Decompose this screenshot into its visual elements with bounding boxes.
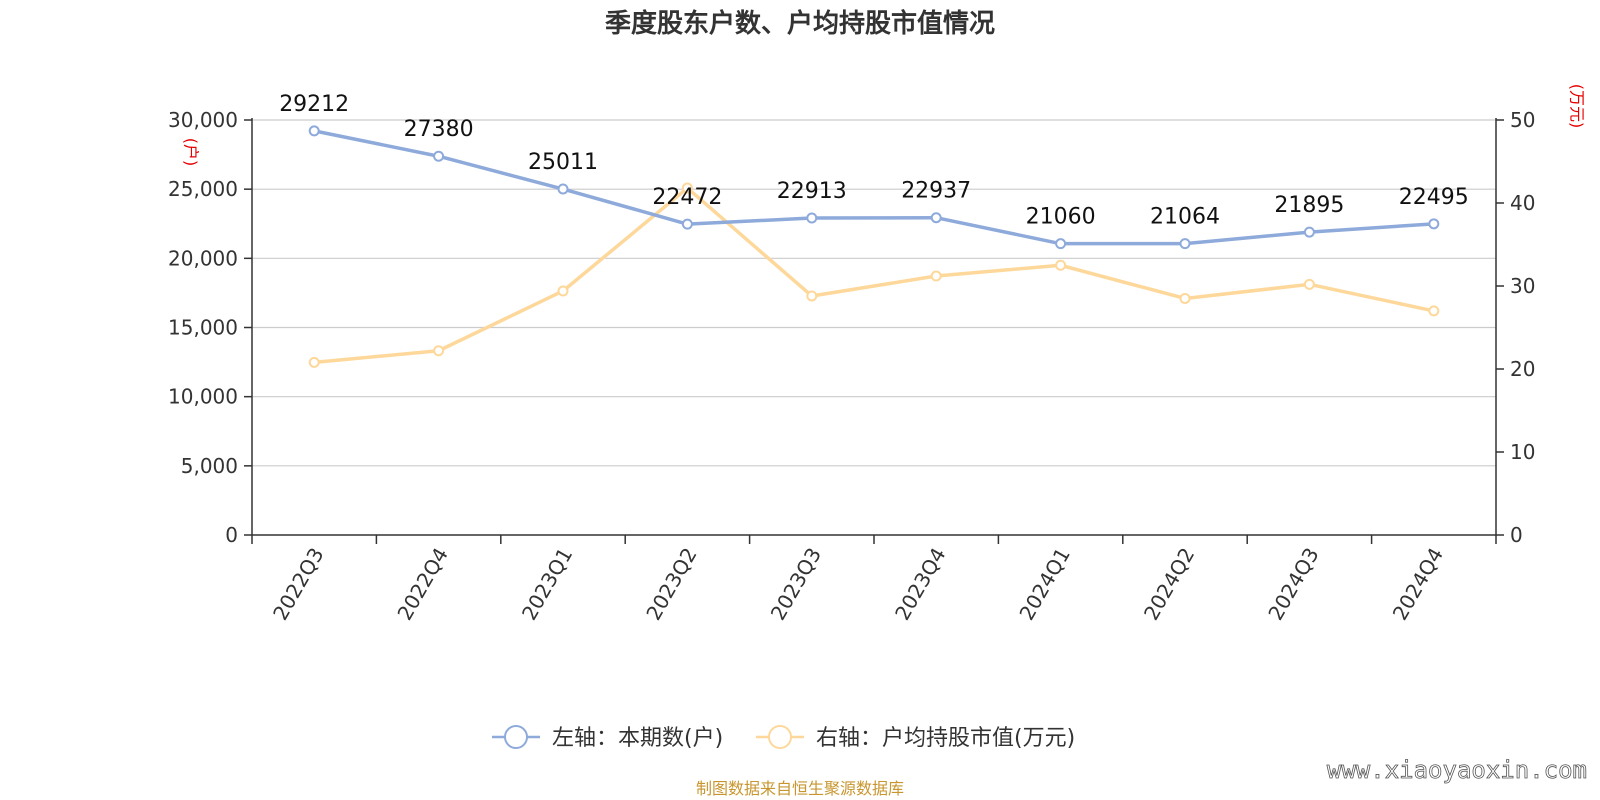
shareholder-count-point: [308, 125, 320, 137]
data-label: 22472: [652, 185, 722, 210]
watermark: www.xiaoyaoxin.com: [1327, 756, 1587, 784]
x-tick-label: 2023Q2: [641, 544, 701, 625]
shareholder-count-point: [1179, 238, 1191, 250]
shareholder-count-point: [681, 218, 693, 230]
left-tick-label: 10,000: [168, 385, 238, 409]
right-tick-label: 40: [1510, 191, 1535, 215]
left-tick-label: 30,000: [168, 108, 238, 132]
data-label: 22937: [901, 179, 971, 204]
data-label: 29212: [279, 92, 349, 117]
shareholder-count-point: [433, 150, 445, 162]
right-axis-ticks: 0 10 20 30 40 50: [1496, 108, 1535, 547]
right-tick-label: 30: [1510, 274, 1535, 298]
right-tick-label: 20: [1510, 357, 1535, 381]
right-tick-label: 0: [1510, 523, 1523, 547]
series-avg-holding-value: [308, 182, 1440, 368]
legend-label-left: 左轴：本期数(户): [552, 726, 723, 751]
shareholder-count-point: [1055, 238, 1067, 250]
avg-holding-value-point: [308, 356, 320, 368]
avg-holding-value-line: [314, 186, 1435, 365]
shareholder-count-point: [557, 183, 569, 195]
shareholder-count-point: [806, 212, 818, 224]
left-tick-label: 20,000: [168, 246, 238, 270]
avg-holding-value-point: [1055, 259, 1067, 271]
avg-holding-value-point: [1179, 292, 1191, 304]
avg-holding-value-point: [1428, 305, 1440, 317]
grid-lines: [252, 119, 1496, 467]
avg-holding-value-point: [930, 270, 942, 282]
avg-holding-value-point: [681, 182, 693, 194]
shareholder-count-point: [1303, 226, 1315, 238]
axes: [251, 118, 1497, 536]
legend[interactable]: 左轴：本期数(户) 右轴：户均持股市值(万元): [492, 725, 1075, 751]
x-tick-label: 2022Q4: [392, 544, 452, 625]
left-axis-ticks: 0 5,000 10,000 15,000 20,000 25,000 30,000: [168, 108, 252, 547]
left-tick-label: 25,000: [168, 177, 238, 201]
left-tick-label: 0: [225, 523, 238, 547]
legend-marker-right: [768, 725, 792, 749]
chart-title: 季度股东户数、户均持股市值情况: [605, 8, 995, 39]
left-tick-label: 5,000: [181, 454, 238, 478]
x-tick-label: 2023Q4: [890, 544, 950, 625]
x-tick-label: 2022Q3: [268, 544, 328, 625]
shareholder-count-point: [1428, 218, 1440, 230]
data-label: 22495: [1399, 185, 1469, 210]
avg-holding-value-point: [1303, 278, 1315, 290]
right-axis-unit: (万元): [1568, 84, 1587, 129]
x-tick-label: 2024Q4: [1388, 544, 1448, 625]
x-tick-label: 2024Q3: [1263, 544, 1323, 625]
right-tick-label: 50: [1510, 108, 1535, 132]
right-tick-label: 10: [1510, 440, 1535, 464]
data-labels: 29212 27380 25011 22472 22913 22937 21060 21064…: [279, 92, 1469, 230]
data-label: 21895: [1274, 193, 1344, 218]
x-tick-label: 2024Q1: [1014, 544, 1074, 625]
avg-holding-value-point: [433, 345, 445, 357]
x-tick-label: 2024Q2: [1139, 544, 1199, 625]
data-label: 22913: [777, 179, 847, 204]
left-tick-label: 15,000: [168, 316, 238, 340]
shareholder-count-line: [313, 129, 1434, 246]
avg-holding-value-point: [806, 290, 818, 302]
x-tick-label: 2023Q1: [517, 544, 577, 625]
x-axis-ticks: 2022Q3 2022Q4 2023Q1 2023Q2 2023Q3 2023Q4 2024…: [251, 535, 1497, 625]
data-label: 27380: [404, 117, 474, 142]
avg-holding-value-point: [557, 285, 569, 297]
x-tick-label: 2023Q3: [766, 544, 826, 625]
legend-item-left-series[interactable]: 左轴：本期数(户): [492, 725, 723, 751]
left-axis-unit: (户): [182, 138, 201, 167]
data-label: 25011: [528, 150, 598, 175]
data-label: 21060: [1026, 205, 1096, 230]
legend-marker-left: [504, 725, 528, 749]
data-source-note: 制图数据来自恒生聚源数据库: [696, 779, 904, 798]
legend-label-right: 右轴：户均持股市值(万元): [816, 726, 1075, 751]
shareholder-count-point: [930, 212, 942, 224]
legend-item-right-series[interactable]: 右轴：户均持股市值(万元): [756, 725, 1075, 751]
data-label: 21064: [1150, 205, 1220, 230]
series-shareholder-count: [308, 125, 1440, 250]
